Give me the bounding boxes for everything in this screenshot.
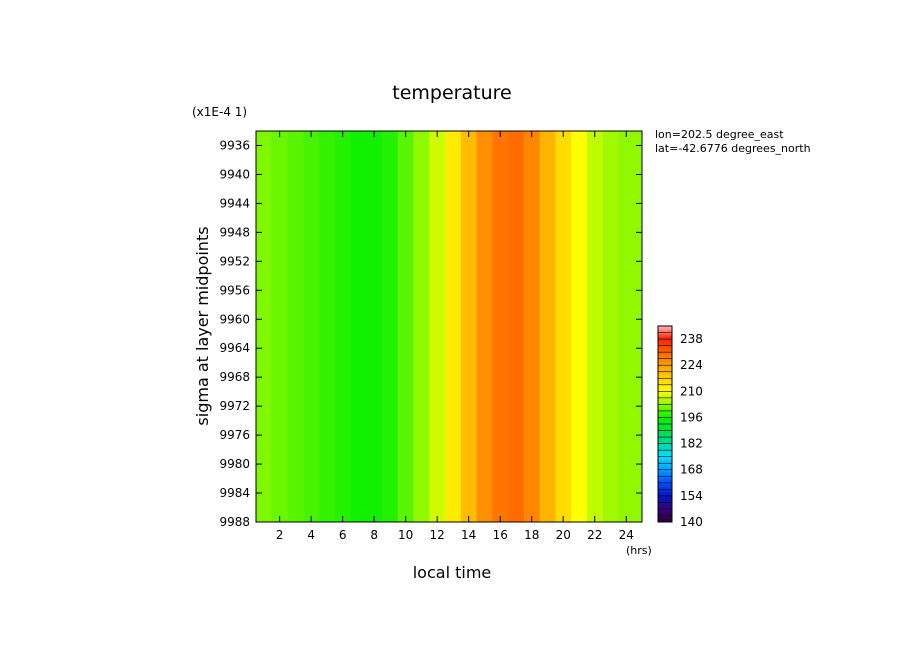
plot-frame — [255, 130, 643, 523]
colorbar-tick-label: 224 — [680, 358, 703, 372]
colorbar-tick-label: 168 — [680, 463, 703, 477]
x-tick-label: 2 — [276, 528, 284, 542]
x-tick-label: 16 — [493, 528, 508, 542]
x-units-label: (hrs) — [626, 544, 652, 557]
heatmap-cell-hour-14 — [460, 131, 478, 522]
colorbar-ticks: 140 154 168 182 196 210 224 238 — [680, 332, 703, 529]
x-tick-label: 18 — [524, 528, 539, 542]
y-tick-label: 9964 — [219, 341, 250, 355]
x-tick-label: 10 — [398, 528, 413, 542]
heatmap-cell-hour-18 — [523, 131, 541, 522]
annotation-lat: lat=-42.6776 degrees_north — [655, 142, 811, 155]
y-tick-label: 9976 — [219, 428, 250, 442]
x-tick-label: 4 — [307, 528, 315, 542]
heatmap-cell-hour-16 — [492, 131, 509, 522]
heatmap-cell-hour-21 — [571, 131, 588, 522]
heatmap-cells — [256, 131, 642, 522]
heatmap-cell-hour-2 — [271, 131, 289, 522]
heatmap-cell-hour-5 — [319, 131, 336, 522]
colorbar-tick-label: 154 — [680, 489, 703, 503]
y-tick-label: 9988 — [219, 515, 250, 529]
y-tick-label: 9956 — [219, 283, 250, 297]
heatmap-cell-hour-15 — [476, 131, 493, 522]
y-tick-label: 9952 — [219, 254, 250, 268]
y-tick-label: 9940 — [219, 167, 250, 181]
heatmap-cell-hour-17 — [508, 131, 525, 522]
heatmap-cell-hour-13 — [445, 131, 462, 522]
colorbar-tick-label: 182 — [680, 437, 703, 451]
heatmap-cell-hour-3 — [287, 131, 304, 522]
colorbar-tick-label: 140 — [680, 515, 703, 529]
x-tick-label: 14 — [461, 528, 476, 542]
heatmap-cell-hour-20 — [555, 131, 572, 522]
y-tick-label: 9984 — [219, 486, 250, 500]
heatmap-cell-hour-22 — [586, 131, 604, 522]
heatmap-cell-hour-12 — [429, 131, 446, 522]
x-tick-label: 22 — [587, 528, 602, 542]
heatmap-cell-hour-4 — [303, 131, 320, 522]
y-tick-label: 9944 — [219, 196, 250, 210]
x-axis: 2 4 6 8 10 12 14 16 18 20 22 24 — [276, 131, 634, 542]
heatmap-cell-hour-7 — [350, 131, 367, 522]
y-tick-label: 9948 — [219, 225, 250, 239]
colorbar-tick-label: 210 — [680, 384, 703, 398]
colorbar-levels — [658, 332, 672, 516]
heatmap-cell-hour-19 — [539, 131, 556, 522]
x-tick-label: 20 — [556, 528, 571, 542]
x-axis-label: local time — [413, 563, 492, 582]
y-tick-label: 9972 — [219, 399, 250, 413]
heatmap-cell-hour-6 — [334, 131, 352, 522]
y-tick-label: 9968 — [219, 370, 250, 384]
x-tick-label: 8 — [370, 528, 378, 542]
chart-title: temperature — [392, 82, 511, 104]
heatmap-cell-hour-10 — [397, 131, 415, 522]
y-tick-label: 9980 — [219, 457, 250, 471]
y-axis: 9936 9940 9944 9948 9952 9956 9960 9964 9968 9972… — [219, 138, 642, 529]
y-scale-note: (x1E-4 1) — [192, 105, 247, 119]
heatmap-cell-hour-11 — [413, 131, 430, 522]
heatmap-cell-hour-24 — [618, 131, 635, 522]
y-tick-label: 9960 — [219, 312, 250, 326]
annotation-lon: lon=202.5 degree_east — [655, 128, 784, 141]
colorbar-tick-label: 238 — [680, 332, 703, 346]
x-tick-label: 6 — [339, 528, 347, 542]
heatmap-cell-hour-9 — [382, 131, 399, 522]
y-tick-label: 9936 — [219, 138, 250, 152]
heatmap-cell-hour-1 — [256, 131, 273, 522]
x-tick-label: 12 — [430, 528, 445, 542]
heatmap-cell-hour-8 — [366, 131, 383, 522]
x-tick-label: 24 — [619, 528, 634, 542]
colorbar-tick-label: 196 — [680, 410, 703, 424]
y-axis-label: sigma at layer midpoints — [193, 226, 212, 425]
heatmap-cell-hour-23 — [602, 131, 619, 522]
heatmap-cell-tail — [634, 131, 642, 522]
